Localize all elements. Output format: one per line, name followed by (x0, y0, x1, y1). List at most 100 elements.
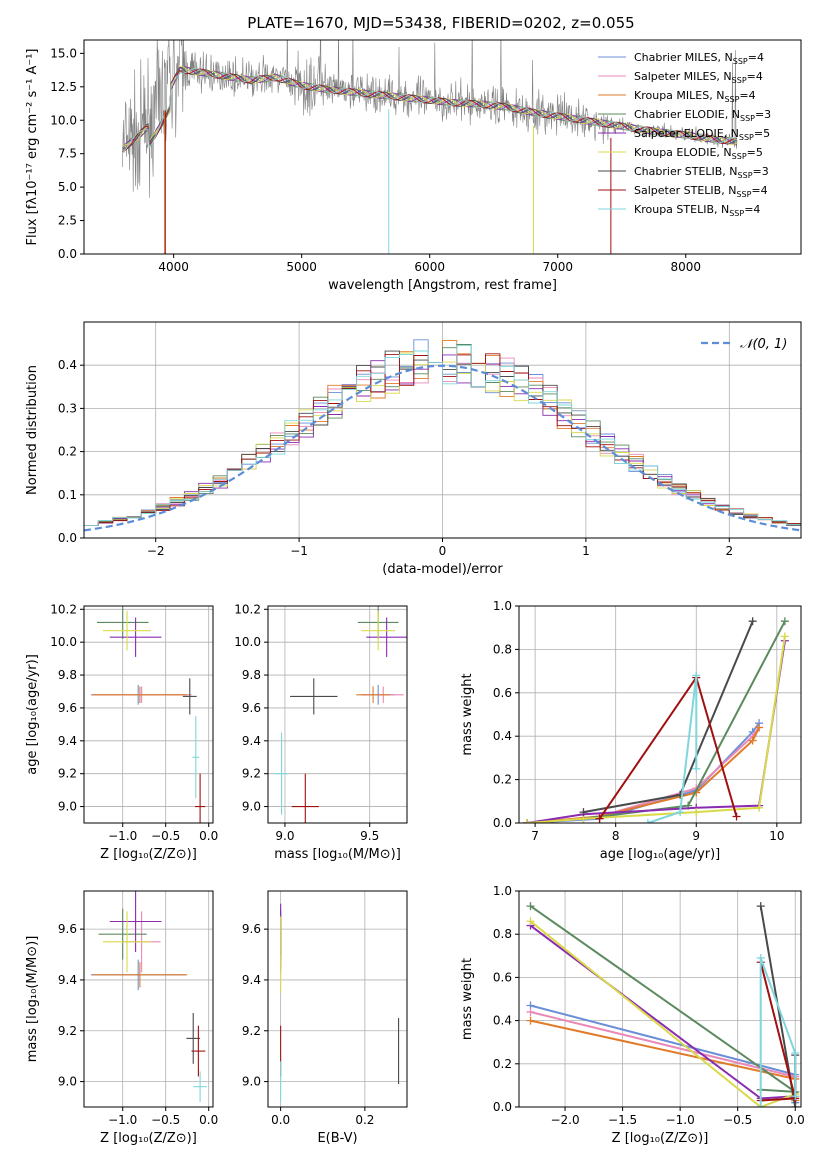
x-tick-label: 0.0 (271, 1113, 290, 1127)
y-tick-label: 0.2 (493, 1057, 512, 1071)
y-tick-label: 0.8 (493, 927, 512, 941)
weight-marker-kroupa_stelib (791, 1092, 800, 1101)
plot-massweight_vs_Z: −2.0 −1.5 −1.0 −0.5 0.0 0.0 0.2 0.4 0.6 0.8 1.0 Z [… (460, 884, 805, 1146)
y-tick-label: 0.0 (58, 531, 77, 545)
y-tick-label: 0.4 (493, 729, 512, 743)
plot-area (122, 40, 738, 254)
weight-marker-chabrier_stelib (579, 808, 588, 817)
x-tick-label: 5000 (286, 260, 317, 274)
x-tick-label: 6000 (414, 260, 445, 274)
y-tick-label: 10.2 (234, 602, 261, 616)
model-line-chabrier_stelib (122, 66, 738, 149)
x-axis-label: Z [log₁₀(Z/Z⊙)] (100, 847, 197, 862)
y-tick-label: 10.0 (50, 635, 77, 649)
y-tick-label: 9.8 (242, 668, 261, 682)
weight-line-salpeter_elodie (529, 924, 796, 1100)
y-tick-label: 0.4 (58, 358, 77, 372)
x-tick-label: 0.0 (786, 1113, 805, 1127)
x-tick-label: −1.5 (608, 1113, 637, 1127)
y-tick-label: 10.2 (50, 602, 77, 616)
legend-entry: Kroupa ELODIE, NSSP=5 (634, 146, 763, 161)
y-tick-label: 0.3 (58, 401, 77, 415)
weight-marker-kroupa_elodie (523, 819, 532, 823)
weight-marker-salpeter_stelib (732, 812, 741, 821)
legend-entry: Chabrier ELODIE, NSSP=3 (634, 108, 771, 123)
plot-age_vs_Z: −1.0 −0.5 0.0 9.0 9.2 9.4 9.6 9.8 10.0 10.2 Z [log… (25, 602, 218, 862)
residual-histogram-salpeter_elodie (84, 354, 801, 526)
x-tick-label: 7 (531, 829, 539, 843)
y-axis-label: age [log₁₀(age/yr)] (25, 654, 40, 775)
y-tick-label: 7.5 (58, 147, 77, 161)
x-tick-label: 0.0 (199, 829, 218, 843)
x-axis-label: E(B-V) (317, 1131, 357, 1146)
y-tick-label: 15.0 (50, 46, 77, 60)
x-tick-label: 9.0 (275, 829, 294, 843)
weight-line-kroupa_elodie (527, 636, 786, 823)
weight-marker-kroupa_stelib (791, 1049, 800, 1057)
y-tick-label: 0.2 (58, 445, 77, 459)
y-tick-label: 9.6 (58, 701, 77, 715)
y-tick-label: 9.4 (242, 973, 261, 987)
observed-spectrum-line (122, 40, 738, 198)
x-axis-label: age [log₁₀(age/yr)] (600, 847, 721, 862)
model-line-kroupa_elodie (122, 65, 738, 147)
plot-mass_vs_ebv: 0.0 0.2 9.0 9.2 9.4 9.6 E(B-V) (242, 890, 408, 1146)
weight-line-kroupa_elodie (529, 920, 796, 1107)
y-tick-label: 1.0 (493, 599, 512, 613)
y-tick-label: 9.0 (242, 800, 261, 814)
x-tick-label: −2 (147, 544, 165, 558)
weight-marker-kroupa_miles (748, 736, 757, 745)
x-tick-label: 0 (439, 544, 447, 558)
x-tick-label: 8000 (670, 260, 701, 274)
x-tick-label: −0.5 (151, 829, 180, 843)
weight-line-chabrier_elodie (583, 620, 786, 820)
weight-marker-kroupa_elodie (755, 803, 764, 812)
y-tick-label: 1.0 (493, 884, 512, 898)
y-axis-label: mass weight (460, 673, 475, 755)
weight-marker-kroupa_elodie (692, 808, 701, 817)
weight-marker-chabrier_stelib (748, 617, 757, 626)
legend-entry: Kroupa MILES, NSSP=4 (634, 89, 756, 104)
weight-marker-salpeter_stelib (595, 814, 604, 823)
axes-frame (83, 605, 214, 824)
y-tick-label: 9.2 (58, 1024, 77, 1038)
y-axis-label: mass [log₁₀(M/M⊙)] (25, 936, 40, 1063)
y-tick-label: 9.4 (242, 734, 261, 748)
figure-title: PLATE=1670, MJD=53438, FIBERID=0202, z=0… (247, 14, 634, 32)
plot-area (274, 606, 407, 823)
x-tick-label: 4000 (158, 260, 189, 274)
y-axis-label: Normed distribution (25, 365, 40, 495)
axes-frame (267, 890, 408, 1108)
legend-entry: Salpeter MILES, NSSP=4 (634, 70, 763, 85)
weight-marker-kroupa_elodie (526, 917, 535, 926)
weight-marker-chabrier_elodie (780, 617, 789, 626)
plot-area (84, 339, 801, 532)
y-tick-label: 0.4 (493, 1014, 512, 1028)
normal-curve-line (84, 364, 801, 532)
x-axis-label: mass [log₁₀(M/M⊙)] (274, 847, 401, 862)
x-tick-label: 8 (612, 829, 620, 843)
axes-frame (267, 605, 408, 824)
x-tick-label: 0.2 (355, 1113, 374, 1127)
y-tick-label: 10.0 (234, 635, 261, 649)
weight-line-chabrier_miles (530, 1004, 797, 1103)
y-tick-label: 0.6 (493, 686, 512, 700)
plot-age_vs_mass: 9.0 9.5 9.0 9.2 9.4 9.6 9.8 10.0 10.2 mass [log₁₀… (234, 602, 408, 862)
weight-marker-kroupa_stelib (756, 953, 765, 962)
x-tick-label: 2 (725, 544, 733, 558)
legend-entry: Chabrier MILES, NSSP=4 (634, 51, 764, 66)
weight-marker-kroupa_elodie (780, 632, 789, 641)
y-tick-label: 9.0 (58, 1075, 77, 1089)
y-tick-label: 0.2 (493, 773, 512, 787)
x-tick-label: 9 (692, 829, 700, 843)
legend-entry: Salpeter ELODIE, NSSP=5 (634, 127, 770, 142)
weight-marker-chabrier_elodie (526, 902, 535, 911)
weight-marker-salpeter_miles (526, 1007, 535, 1016)
weight-marker-kroupa_stelib (676, 808, 685, 817)
weight-marker-kroupa_miles (755, 723, 764, 732)
x-tick-label: −1.0 (108, 1113, 137, 1127)
legend-entry: Kroupa STELIB, NSSP=4 (634, 203, 760, 218)
y-tick-label: 9.6 (58, 922, 77, 936)
model-line-salpeter_stelib (122, 68, 737, 153)
